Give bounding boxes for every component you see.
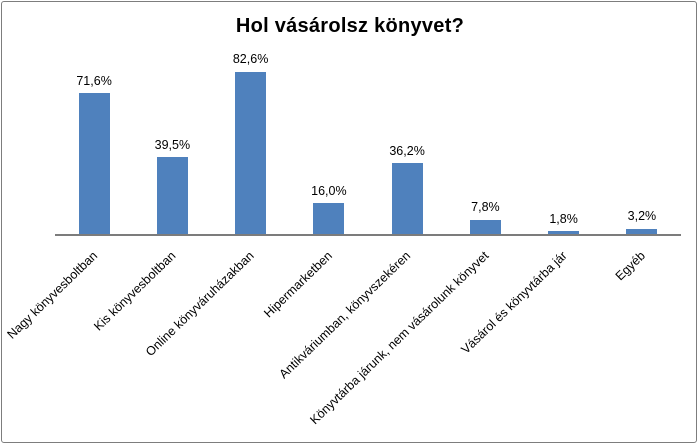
svg-text:Antikváriumban, könyvszekéren: Antikváriumban, könyvszekéren	[277, 249, 414, 382]
svg-text:Nagy könyvesboltban: Nagy könyvesboltban	[4, 249, 100, 342]
svg-text:Kis könyvesboltban: Kis könyvesboltban	[91, 249, 178, 334]
svg-text:Hipermarketben: Hipermarketben	[261, 249, 335, 321]
svg-text:Könyvtárba járunk, nem vásárol: Könyvtárba járunk, nem vásárolunk könyve…	[307, 248, 492, 427]
svg-text:Egyéb: Egyéb	[613, 249, 648, 284]
